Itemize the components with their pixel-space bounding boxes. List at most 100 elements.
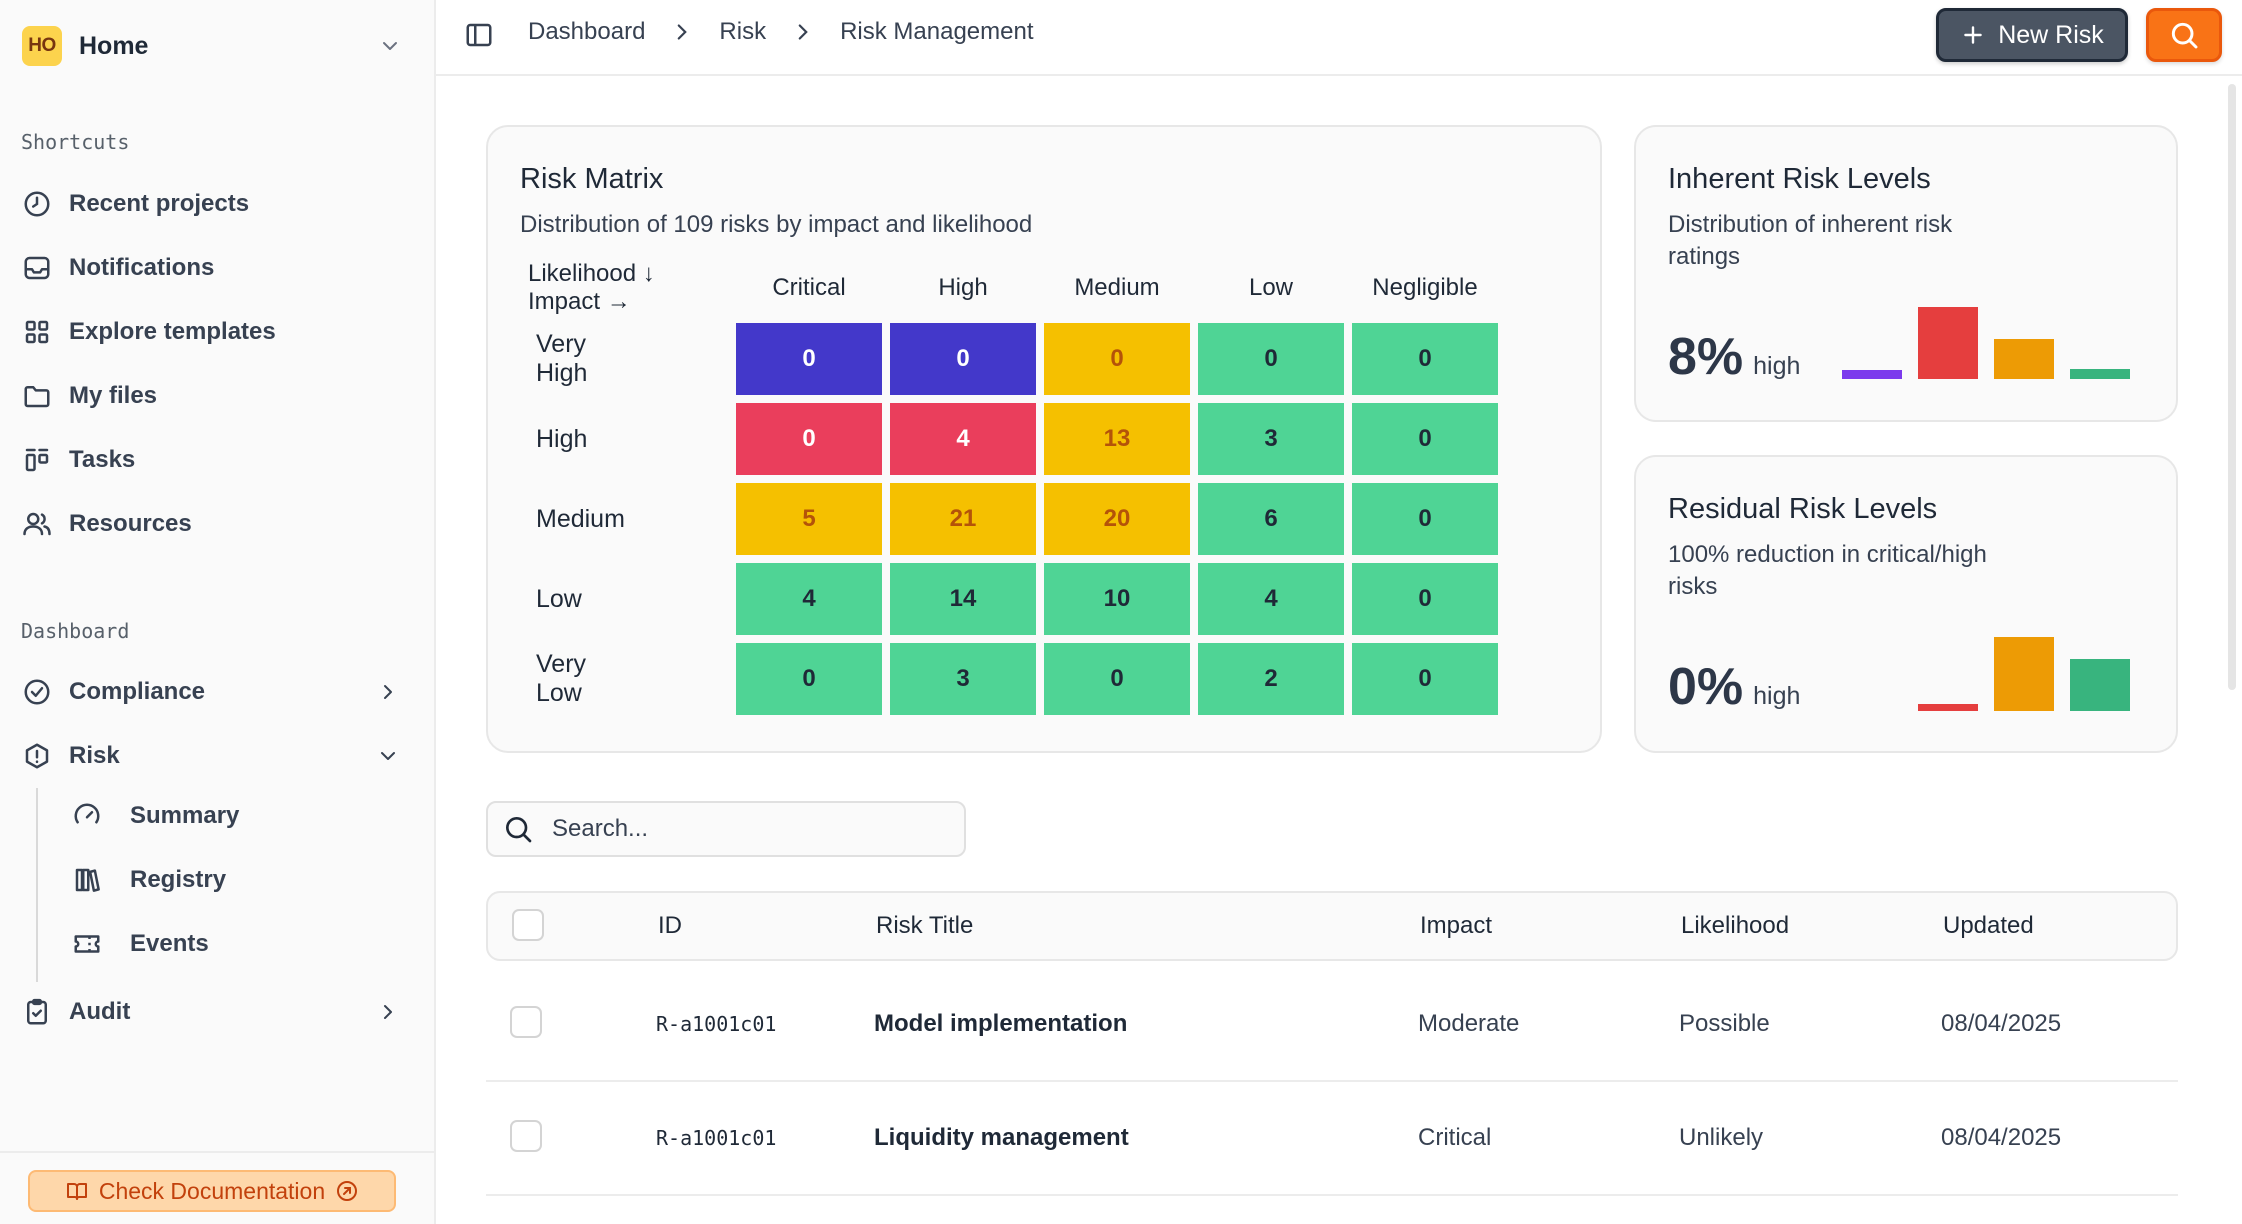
sidebar-item-tasks[interactable]: Tasks [22,432,414,488]
matrix-cell[interactable]: 0 [1352,643,1498,715]
residual-risk-percent: 0% [1668,658,1744,716]
sidebar-item-resources[interactable]: Resources [22,496,414,552]
matrix-likelihood-label: Medium [536,504,625,533]
matrix-cell[interactable]: 10 [1044,563,1190,635]
matrix-likelihood-label: Low [536,584,582,613]
select-all-checkbox[interactable] [512,909,544,941]
shortcuts-section-label: Shortcuts [21,130,130,154]
inbox-icon [24,256,50,280]
check-documentation-button[interactable]: Check Documentation [28,1170,396,1212]
table-row[interactable]: R-a1001c01 Liquidity management Critical… [486,1082,2178,1196]
inherent-risk-subtitle: Distribution of inherent risk ratings [1668,209,1952,273]
breadcrumb-risk[interactable]: Risk [719,18,767,45]
workspace-label: Home [79,31,149,60]
matrix-cell[interactable]: 4 [890,403,1036,475]
residual-risk-card: Residual Risk Levels 100% reduction in c… [1634,455,2178,753]
chevron-right-icon [678,24,688,40]
table-row[interactable]: R-a1001c01 Model implementation Moderate… [486,968,2178,1082]
risk-likelihood: Possible [1679,1010,1770,1037]
matrix-cell[interactable]: 13 [1044,403,1190,475]
ticket-icon [74,935,100,953]
risk-level-bar [1918,703,1978,711]
check-documentation-label: Check Documentation [98,1177,326,1204]
matrix-cell[interactable]: 20 [1044,483,1190,555]
new-risk-button[interactable]: New Risk [1936,8,2128,62]
sidebar-item-recent-projects[interactable]: Recent projects [22,176,414,232]
sidebar-item-label: Audit [69,998,131,1025]
sidebar-item-explore-templates[interactable]: Explore templates [22,304,414,360]
residual-risk-subtitle-line: risks [1668,573,1718,600]
sidebar-item-label: Summary [130,802,240,829]
breadcrumb: Dashboard Risk Risk Management [528,18,1034,46]
sidebar-item-label: Tasks [69,446,136,473]
matrix-likelihood-label: Very High [536,330,588,387]
matrix-cell[interactable]: 6 [1198,483,1344,555]
row-checkbox[interactable] [510,1006,542,1038]
matrix-cell[interactable]: 0 [736,323,882,395]
matrix-cell[interactable]: 21 [890,483,1036,555]
risk-updated: 08/04/2025 [1941,1124,2062,1151]
column-header-impact[interactable]: Impact [1420,912,1493,939]
risk-id: R-a1001c01 [656,1012,777,1036]
search-input[interactable] [552,815,932,843]
risk-level-bar [1994,338,2054,379]
breadcrumb-dashboard[interactable]: Dashboard [528,18,646,45]
matrix-cell[interactable]: 0 [1352,323,1498,395]
column-header-updated[interactable]: Updated [1943,912,2034,939]
plus-icon [1964,26,1982,44]
matrix-cell[interactable]: 5 [736,483,882,555]
sidebar-item-audit[interactable]: Audit [22,984,414,1040]
risk-level-bar [2070,659,2130,711]
chevron-right-icon [384,685,392,699]
sidebar-item-risk[interactable]: Risk [22,728,414,784]
matrix-cell[interactable]: 0 [1044,643,1190,715]
top-bar: Dashboard Risk Risk Management New Risk [436,0,2242,76]
matrix-cell[interactable]: 2 [1198,643,1344,715]
chevron-right-icon [384,1005,392,1019]
matrix-cell[interactable]: 3 [890,643,1036,715]
sidebar-item-my-files[interactable]: My files [22,368,414,424]
sidebar-item-label: Registry [130,866,227,893]
book-open-icon [66,1183,87,1200]
workspace-switcher[interactable]: HO Home [22,24,402,68]
clock-icon [24,191,50,217]
sidebar-item-label: Explore templates [69,318,276,345]
inherent-risk-title: Inherent Risk Levels [1668,163,1931,195]
sidebar-item-registry[interactable]: Registry [72,852,226,908]
sidebar-item-compliance[interactable]: Compliance [22,664,414,720]
matrix-cell[interactable]: 4 [736,563,882,635]
library-icon [75,868,100,892]
sidebar-item-notifications[interactable]: Notifications [22,240,414,296]
risk-title[interactable]: Liquidity management [874,1124,1129,1151]
matrix-axis-label: Likelihood ↓ Impact → [528,260,655,315]
column-header-likelihood[interactable]: Likelihood [1681,912,1790,939]
matrix-cell[interactable]: 0 [1044,323,1190,395]
risk-impact: Critical [1418,1124,1492,1151]
risk-likelihood: Unlikely [1679,1124,1764,1151]
global-search-button[interactable] [2146,8,2222,62]
matrix-cell[interactable]: 14 [890,563,1036,635]
row-checkbox[interactable] [510,1120,542,1152]
matrix-cell[interactable]: 4 [1198,563,1344,635]
risk-matrix-card: Risk Matrix Distribution of 109 risks by… [486,125,1602,753]
page-scrollbar[interactable] [2228,84,2236,690]
matrix-cell[interactable]: 0 [1352,563,1498,635]
chevron-right-icon [798,24,808,40]
risk-title[interactable]: Model implementation [874,1010,1128,1037]
matrix-cell[interactable]: 3 [1198,403,1344,475]
sidebar-item-summary[interactable]: Summary [72,788,239,844]
column-header-id[interactable]: ID [658,912,682,939]
risk-search-field[interactable] [486,801,966,857]
matrix-cell[interactable]: 0 [1352,483,1498,555]
matrix-cell[interactable]: 0 [890,323,1036,395]
matrix-cell[interactable]: 0 [1198,323,1344,395]
sidebar-footer-divider [0,1151,434,1153]
inherent-risk-subtitle-line: Distribution of inherent risk [1668,211,1953,238]
column-header-title[interactable]: Risk Title [876,912,974,939]
matrix-cell[interactable]: 0 [736,643,882,715]
sidebar-toggle-icon[interactable] [464,20,494,50]
matrix-cell[interactable]: 0 [736,403,882,475]
sidebar-item-events[interactable]: Events [72,916,209,972]
matrix-likelihood-label: High [536,424,588,453]
matrix-cell[interactable]: 0 [1352,403,1498,475]
